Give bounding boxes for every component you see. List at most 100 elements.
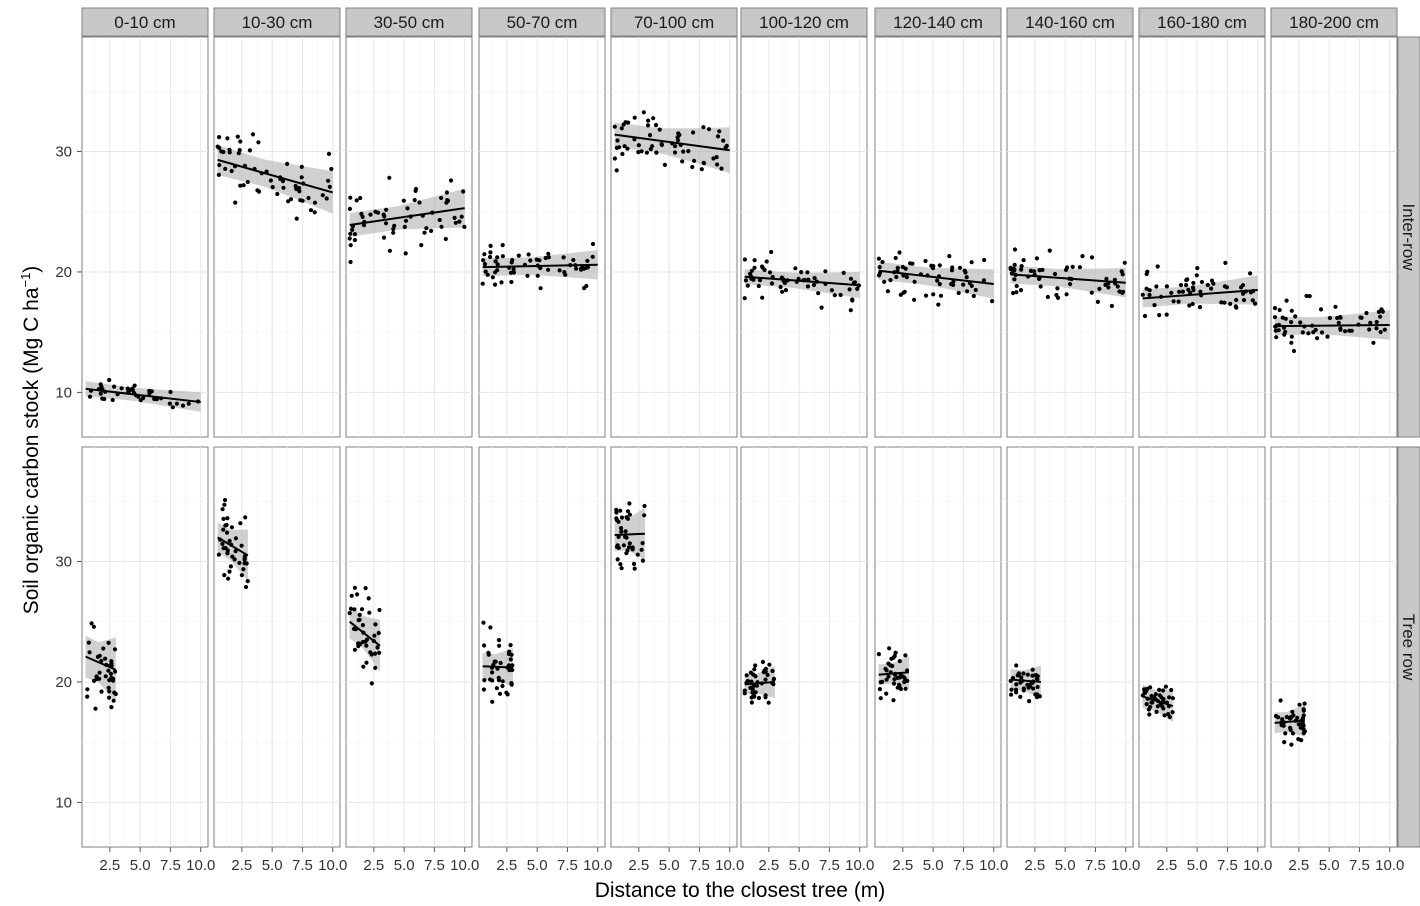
data-point [488,625,493,630]
data-point [1191,280,1196,286]
data-point [1371,340,1376,345]
data-point [243,584,249,590]
data-point [557,268,562,273]
data-point [448,178,454,183]
data-point [749,700,755,705]
data-point [636,143,642,148]
data-point [706,127,712,132]
data-point [622,144,627,149]
confidence-band [217,522,248,582]
data-point [412,197,417,203]
data-point [561,255,566,260]
data-point [495,262,500,267]
data-point [937,282,942,287]
data-point [1014,663,1019,668]
row-strips: Inter-row Tree row [1397,36,1420,848]
data-point [401,198,406,203]
data-point [217,135,222,140]
data-point [619,526,624,531]
panel-inter_row-3 [478,36,606,438]
data-point [1240,283,1246,288]
data-point [481,620,486,625]
data-point [384,207,389,212]
data-point [961,282,966,287]
data-point [876,652,882,657]
fit-line [217,158,334,194]
data-point [87,394,93,399]
data-point [1031,686,1036,691]
data-point [286,199,291,204]
data-point [481,687,486,692]
data-point [635,552,640,557]
data-point [403,218,409,223]
depth-strip-label: 120-140 cm [893,13,983,32]
data-point [1304,293,1309,298]
data-point [348,259,353,265]
data-point [878,696,883,701]
data-point [763,695,768,700]
data-point [760,264,765,269]
data-point [615,138,620,143]
data-point [677,132,682,137]
data-point [294,216,299,221]
panel-tree_row-1 [213,446,341,848]
fit-line [1010,678,1042,683]
data-point [461,189,466,194]
data-point [225,548,230,553]
data-point [692,158,697,163]
data-point [493,270,498,275]
data-point [964,275,969,280]
data-point [893,650,898,655]
data-point [799,270,804,275]
data-point [767,270,773,275]
data-point [437,217,442,223]
data-point [1209,286,1214,291]
data-point [369,681,374,686]
data-point [903,653,908,658]
data-point [1140,292,1145,297]
data-point [631,561,637,567]
data-point [111,678,116,683]
data-point [1241,298,1247,303]
y-axis-title-unit-exponent: −1 [18,273,33,288]
data-point [590,241,596,247]
data-point [91,624,96,629]
fit-line [1010,273,1126,284]
data-point [403,251,408,256]
data-point [642,503,647,509]
data-point [222,497,228,503]
data-point [1018,694,1023,700]
data-point [497,691,503,696]
data-point [887,646,892,651]
data-point [226,576,231,581]
data-point [355,592,360,597]
data-point [95,654,100,660]
x-tick-label: 5.0 [130,857,151,874]
data-point [754,683,760,688]
data-point [1291,348,1297,354]
data-point [373,209,378,214]
data-point [1106,285,1111,290]
data-point [673,144,678,149]
data-point [630,547,635,552]
data-point [419,243,424,248]
data-point [1045,294,1050,300]
y-tick-label: 10 [55,384,72,401]
data-point [424,226,429,231]
data-point [373,622,378,627]
data-point [1145,269,1150,274]
data-point [102,396,107,402]
data-point [312,210,317,215]
data-point [480,281,485,286]
data-point [107,689,112,694]
data-point [657,127,662,132]
data-point [452,215,457,220]
data-point [749,679,754,684]
x-tick-label: 2.5 [1024,857,1045,874]
data-point [103,656,108,661]
depth-strip-6: 120-140 cm [874,7,1002,37]
data-point [1021,688,1026,693]
data-point [348,243,353,248]
data-point [614,510,619,515]
data-point [1296,737,1301,742]
